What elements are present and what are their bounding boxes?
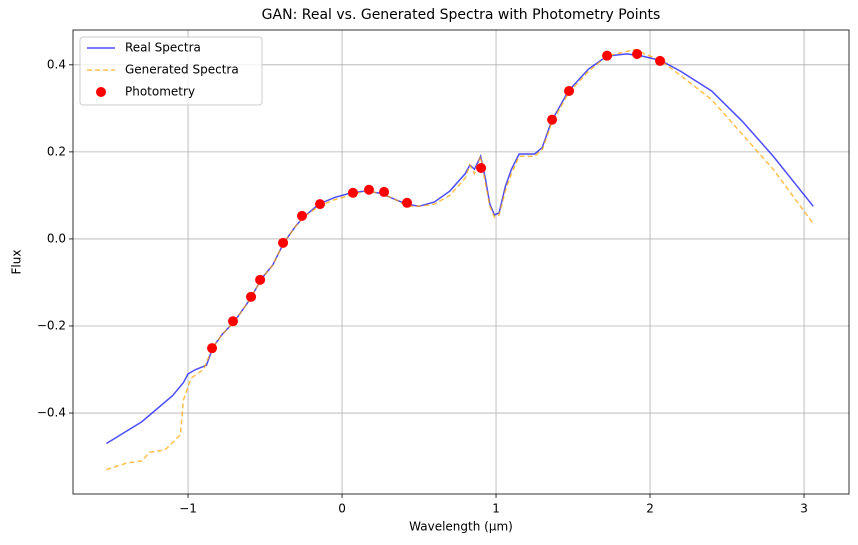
photometry-point bbox=[246, 291, 257, 302]
photometry-point bbox=[228, 316, 239, 327]
y-tick-label: 0.4 bbox=[47, 57, 66, 71]
x-axis-label: Wavelength (μm) bbox=[409, 520, 513, 534]
photometry-point bbox=[347, 187, 358, 198]
photometry-point bbox=[315, 199, 326, 210]
photometry-point bbox=[278, 237, 289, 248]
y-tick-label: −0.4 bbox=[37, 406, 66, 420]
y-tick-label: 0.0 bbox=[47, 231, 66, 245]
photometry-point bbox=[255, 274, 266, 285]
photometry-point bbox=[547, 114, 558, 125]
x-tick-label: 1 bbox=[492, 502, 500, 516]
legend-box bbox=[79, 36, 263, 106]
x-tick-label: 3 bbox=[800, 502, 808, 516]
photometry-point bbox=[564, 85, 575, 96]
photometry-point bbox=[207, 343, 218, 354]
y-tick-label: 0.2 bbox=[47, 144, 66, 158]
legend-label: Photometry bbox=[125, 85, 195, 99]
x-tick-label: −1 bbox=[179, 502, 197, 516]
y-tick-label: −0.2 bbox=[37, 318, 66, 332]
photometry-point bbox=[476, 162, 487, 173]
legend-marker bbox=[96, 87, 106, 97]
photometry-point bbox=[296, 210, 307, 221]
y-axis-label: Flux bbox=[10, 250, 24, 275]
photometry-point bbox=[379, 186, 390, 197]
legend: Real Spectra Generated Spectra Photometry bbox=[79, 36, 263, 106]
line-series bbox=[106, 53, 814, 445]
photometry-point bbox=[602, 50, 613, 61]
x-tick-label: 2 bbox=[646, 502, 654, 516]
photometry-point bbox=[655, 55, 666, 66]
photometry-point bbox=[632, 48, 643, 59]
line-series bbox=[106, 48, 814, 471]
photometry-point bbox=[363, 184, 374, 195]
plot-frame bbox=[72, 29, 850, 495]
legend-label: Generated Spectra bbox=[125, 63, 239, 77]
chart-title: GAN: Real vs. Generated Spectra with Pho… bbox=[262, 7, 661, 23]
x-tick-label: 0 bbox=[338, 502, 346, 516]
legend-label: Real Spectra bbox=[125, 41, 201, 55]
photometry-point bbox=[402, 197, 413, 208]
